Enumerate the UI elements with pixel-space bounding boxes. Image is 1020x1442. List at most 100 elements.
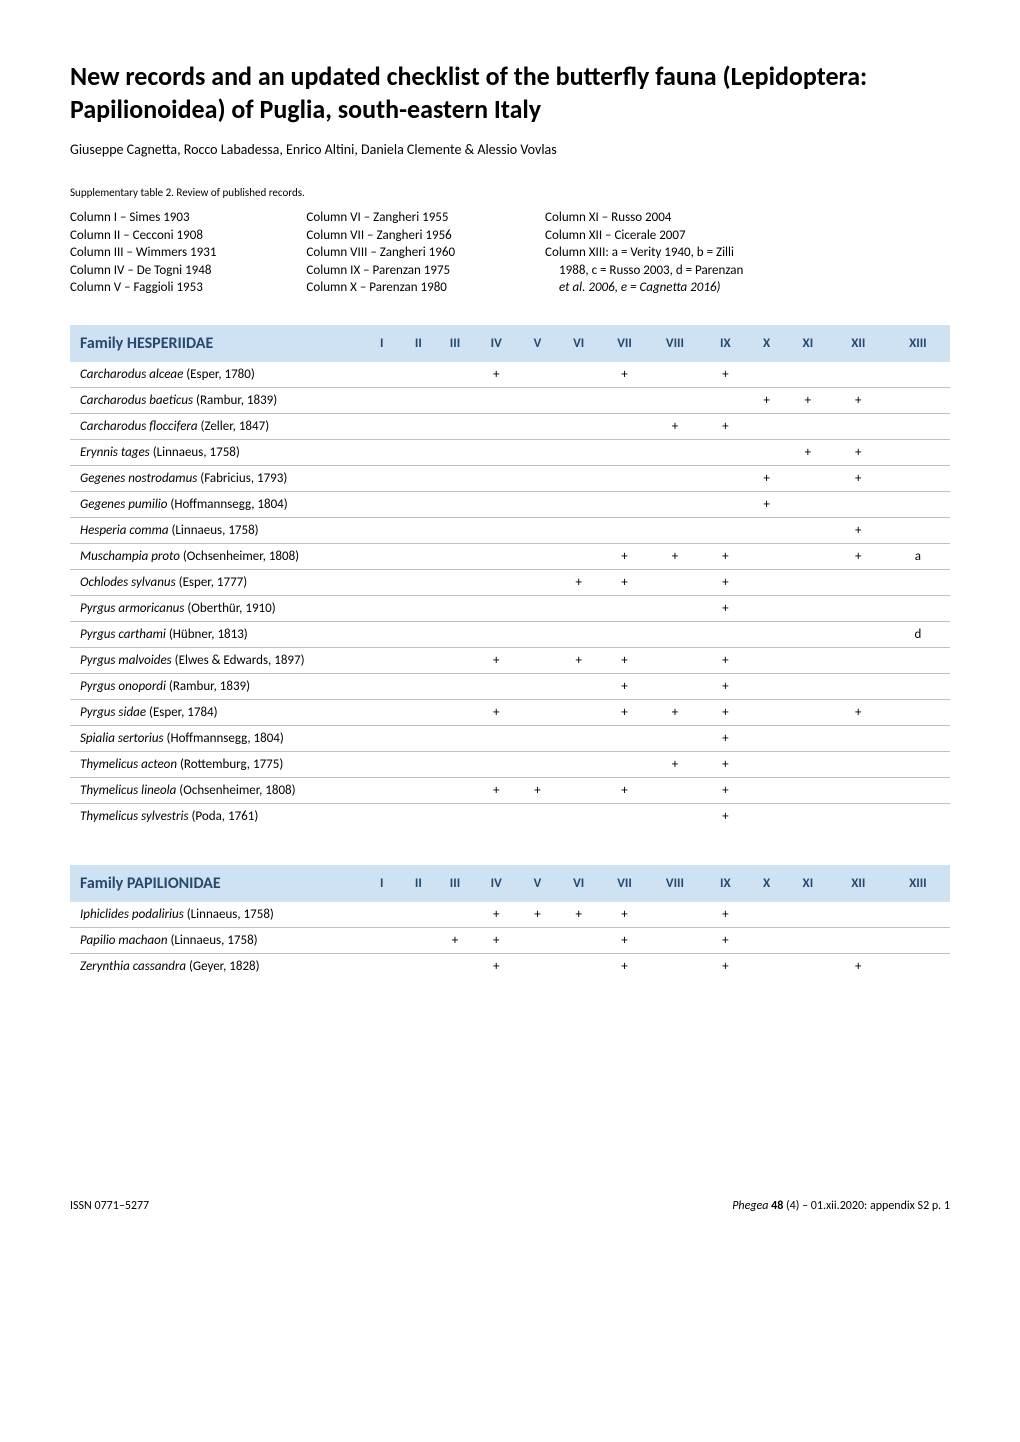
species-cell: Spialia sertorius (Hoffmannsegg, 1804) [70,725,363,751]
data-cell: + [831,465,886,491]
data-cell: + [748,387,785,413]
data-cell [556,413,602,439]
data-cell [748,647,785,673]
data-cell [437,953,474,979]
legend-line: Column XI – Russo 2004 [545,209,743,227]
data-cell [647,725,702,751]
data-cell [473,543,519,569]
data-cell: + [702,413,748,439]
col-header: III [437,865,474,902]
data-cell [831,413,886,439]
data-cell [437,569,474,595]
data-cell [748,751,785,777]
data-cell [363,517,400,543]
data-cell [886,803,950,829]
data-cell [748,803,785,829]
data-cell [437,491,474,517]
data-cell [437,387,474,413]
data-cell [702,387,748,413]
data-cell [556,725,602,751]
data-cell [647,439,702,465]
data-cell [473,751,519,777]
data-cell: + [556,902,602,928]
data-cell [400,699,437,725]
data-cell [473,569,519,595]
legend-line: Column I – Simes 1903 [70,209,216,227]
species-cell: Muschampia proto (Ochsenheimer, 1808) [70,543,363,569]
data-cell [647,362,702,388]
col-header: VI [556,325,602,362]
data-cell: + [602,673,648,699]
data-cell: + [602,569,648,595]
data-cell: + [437,927,474,953]
data-cell [831,569,886,595]
table-row: Ochlodes sylvanus (Esper, 1777)+++ [70,569,950,595]
data-cell [748,902,785,928]
data-cell [363,621,400,647]
table-row: Pyrgus malvoides (Elwes & Edwards, 1897)… [70,647,950,673]
data-cell: + [831,387,886,413]
data-cell [602,387,648,413]
data-cell [647,465,702,491]
data-cell: + [702,647,748,673]
data-cell: + [519,777,556,803]
table-row: Hesperia comma (Linnaeus, 1758)+ [70,517,950,543]
data-cell [363,439,400,465]
page-footer: ISSN 0771–5277 Phegea 48 (4) – 01.xii.20… [70,1199,950,1213]
data-cell [702,491,748,517]
data-cell [519,647,556,673]
data-cell [363,362,400,388]
data-cell [647,803,702,829]
data-cell [602,517,648,543]
col-header: III [437,325,474,362]
table-row: Carcharodus floccifera (Zeller, 1847)++ [70,413,950,439]
data-cell [473,387,519,413]
data-cell: + [702,803,748,829]
legend-line: Column VIII – Zangheri 1960 [306,244,455,262]
authors-line: Giuseppe Cagnetta, Rocco Labadessa, Enri… [70,141,950,158]
data-cell [647,595,702,621]
data-cell [886,569,950,595]
table-row: Pyrgus sidae (Esper, 1784)+++++ [70,699,950,725]
table-row: Gegenes nostrodamus (Fabricius, 1793)++ [70,465,950,491]
species-cell: Iphiclides podalirius (Linnaeus, 1758) [70,902,363,928]
data-cell [519,673,556,699]
data-cell [363,569,400,595]
data-cell: + [556,569,602,595]
data-cell [400,465,437,491]
journal-citation: Phegea 48 (4) – 01.xii.2020: appendix S2… [732,1199,950,1213]
data-cell [400,725,437,751]
data-cell: + [748,465,785,491]
data-cell [473,517,519,543]
species-cell: Gegenes pumilio (Hoffmannsegg, 1804) [70,491,363,517]
data-cell [437,751,474,777]
species-cell: Carcharodus floccifera (Zeller, 1847) [70,413,363,439]
col-header: I [363,325,400,362]
data-cell: a [886,543,950,569]
data-cell [519,569,556,595]
data-cell [831,362,886,388]
data-cell [748,621,785,647]
data-cell [437,413,474,439]
data-cell: + [702,902,748,928]
data-cell: + [702,927,748,953]
data-cell: + [702,569,748,595]
species-cell: Pyrgus armoricanus (Oberthür, 1910) [70,595,363,621]
data-cell [556,595,602,621]
data-cell [748,595,785,621]
data-cell [400,803,437,829]
data-cell [785,517,831,543]
data-cell [556,491,602,517]
data-cell [602,595,648,621]
data-cell [748,953,785,979]
data-cell [473,725,519,751]
data-cell [556,517,602,543]
data-cell [785,673,831,699]
data-cell [473,621,519,647]
data-cell [519,953,556,979]
data-cell [556,362,602,388]
supplementary-note: Supplementary table 2. Review of publish… [70,186,950,199]
col-header: I [363,865,400,902]
data-cell [437,777,474,803]
table-row: Spialia sertorius (Hoffmannsegg, 1804)+ [70,725,950,751]
